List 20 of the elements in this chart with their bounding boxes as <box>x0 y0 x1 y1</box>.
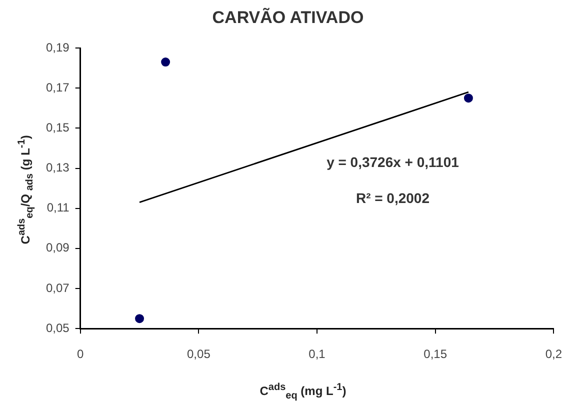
x-tick-label: 0,05 <box>187 347 211 362</box>
y-tick-label: 0,15 <box>46 120 70 134</box>
x-tick-label: 0,2 <box>545 347 562 362</box>
y-tick-label: 0,05 <box>46 320 70 335</box>
point <box>464 94 473 103</box>
y-tick-label: 0,09 <box>46 240 70 255</box>
x-axis-title: C$^{ads}$$_{eq}$ (mg L$^{-1}$) <box>258 382 348 402</box>
annotation: y = 0,3726x + 0,1101 <box>326 154 460 170</box>
y-tick-label: 0,17 <box>46 80 70 94</box>
x-tick-label: 0,15 <box>424 347 448 362</box>
chart-title: CARVÃO ATIVADO <box>211 8 365 28</box>
x-tick-label: 0,1 <box>308 347 326 362</box>
y-tick-label: 0,13 <box>46 160 70 175</box>
point <box>161 58 170 67</box>
y-tick-label: 0,19 <box>46 40 70 54</box>
annotation: R² = 0,2002 <box>356 190 430 206</box>
y-tick-label: 0,11 <box>46 200 70 215</box>
x-tick-label: 0 <box>77 347 84 362</box>
y-tick-label: 0,07 <box>46 280 70 295</box>
point <box>135 314 144 324</box>
